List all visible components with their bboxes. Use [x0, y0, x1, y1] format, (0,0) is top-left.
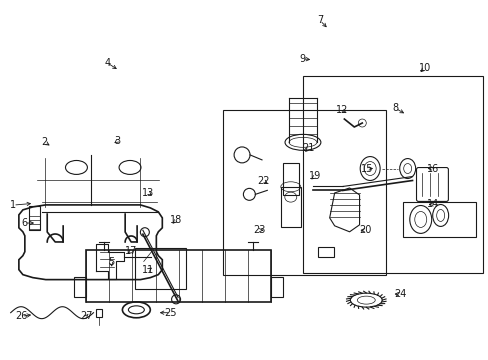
Text: 6: 6 — [21, 218, 27, 228]
Text: 16: 16 — [426, 163, 438, 174]
Text: 2: 2 — [41, 138, 48, 147]
Text: 19: 19 — [308, 171, 321, 181]
Text: 12: 12 — [335, 105, 347, 115]
Bar — [135, 248, 185, 289]
Text: 4: 4 — [104, 58, 110, 68]
Bar — [280, 187, 300, 226]
Bar — [222, 110, 385, 275]
Text: 11: 11 — [142, 265, 154, 275]
Bar — [29, 206, 40, 230]
Bar — [86, 250, 271, 302]
Bar — [317, 247, 333, 257]
Text: 25: 25 — [164, 308, 176, 318]
Text: 8: 8 — [392, 103, 398, 113]
Text: 5: 5 — [108, 257, 114, 267]
Bar — [74, 277, 86, 297]
Text: 14: 14 — [426, 199, 438, 210]
Text: 20: 20 — [358, 225, 371, 235]
Text: 7: 7 — [316, 15, 323, 26]
Text: 9: 9 — [298, 54, 305, 64]
Bar — [282, 163, 298, 195]
Bar — [96, 309, 102, 317]
Text: 15: 15 — [360, 163, 373, 174]
Text: 18: 18 — [170, 215, 182, 225]
Text: 27: 27 — [80, 311, 92, 321]
Text: 22: 22 — [256, 176, 269, 186]
Text: 13: 13 — [142, 188, 154, 198]
Text: 21: 21 — [302, 143, 314, 153]
Text: 17: 17 — [125, 246, 138, 256]
Text: 26: 26 — [15, 311, 27, 321]
Bar — [271, 277, 283, 297]
Text: 23: 23 — [252, 225, 265, 235]
Text: 3: 3 — [115, 136, 121, 145]
Text: 24: 24 — [393, 289, 406, 299]
Text: 1: 1 — [10, 200, 16, 210]
Text: 10: 10 — [418, 63, 430, 73]
Bar — [402, 202, 475, 237]
Bar — [303, 76, 482, 273]
